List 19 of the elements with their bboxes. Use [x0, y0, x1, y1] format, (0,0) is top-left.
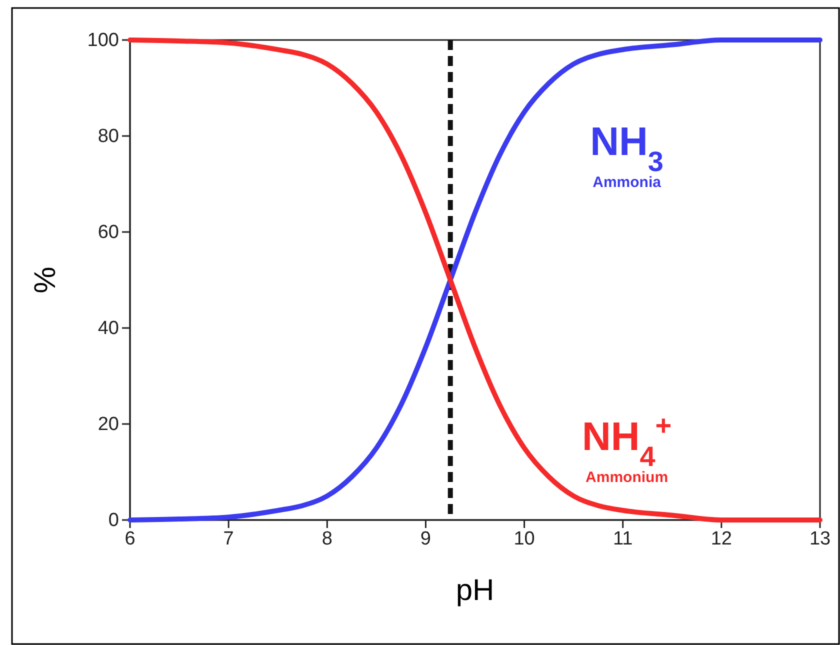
x-tick-label: 9 — [420, 528, 432, 550]
x-tick-label: 11 — [612, 528, 633, 550]
annotation: Ammonium — [586, 469, 668, 486]
y-tick-label: 60 — [98, 222, 119, 244]
x-tick-label: 13 — [809, 528, 831, 550]
y-tick-label: 80 — [98, 126, 119, 148]
x-tick-label: 6 — [124, 528, 136, 550]
x-axis-title: pH — [456, 574, 494, 607]
series-label: NH$_{3}$ — [590, 120, 664, 176]
y-tick-label: 0 — [108, 510, 119, 532]
y-axis-title: % — [29, 266, 62, 294]
y-tick-label: 40 — [98, 318, 119, 340]
y-tick-label: 20 — [98, 414, 119, 436]
x-tick-label: 12 — [710, 528, 732, 550]
x-tick-label: 8 — [322, 528, 332, 550]
y-tick-label: 100 — [87, 30, 119, 52]
x-tick-label: 10 — [514, 528, 535, 550]
x-tick-label: 7 — [223, 528, 234, 550]
annotation: Ammonia — [592, 174, 662, 191]
